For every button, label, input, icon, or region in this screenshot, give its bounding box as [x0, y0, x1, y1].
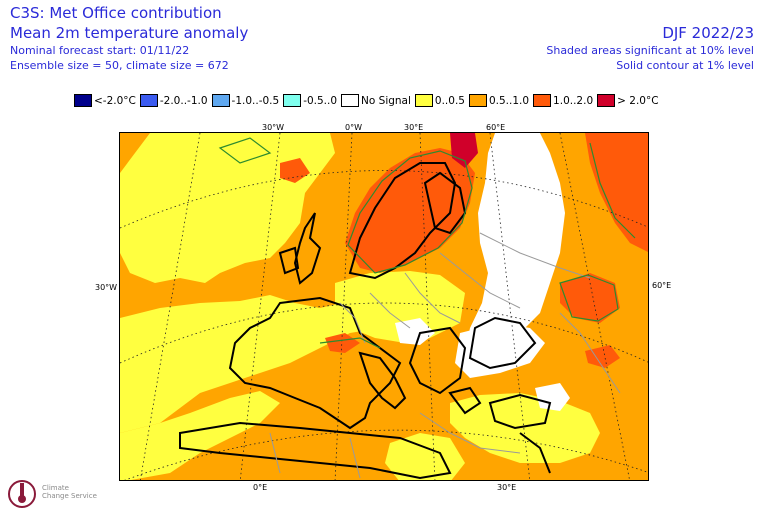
legend-label: No Signal: [361, 94, 411, 107]
legend-swatch: [211, 94, 230, 107]
no-signal-black-sea: [455, 323, 545, 378]
season-label: DJF 2022/23: [662, 24, 754, 42]
legend-item: -0.5..0: [283, 94, 337, 107]
anomaly-0-0.5-atlantic-mid: [120, 295, 420, 433]
legend-swatch: [597, 94, 616, 107]
title-line-1: C3S: Met Office contribution: [10, 4, 222, 22]
legend-swatch: [533, 94, 552, 107]
lon-label-30e-top: 30°E: [404, 123, 424, 132]
legend-label: 0..0.5: [434, 94, 465, 107]
lon-label-0w-top: 0°W: [345, 123, 362, 132]
copernicus-logo: Climate Change Service: [6, 474, 106, 516]
lon-label-30w-top: 30°W: [262, 123, 285, 132]
lon-label-60e-right: 60°E: [652, 281, 672, 290]
temperature-anomaly-map: [119, 132, 649, 481]
logo-text: Climate Change Service: [42, 484, 97, 500]
legend-label: 0.5..1.0: [488, 94, 530, 107]
thermometer-logo-icon: [8, 480, 36, 508]
lon-label-60e-top: 60°E: [486, 123, 506, 132]
legend-item: > 2.0°C: [597, 94, 659, 107]
shading-significance-note: Shaded areas significant at 10% level: [546, 44, 754, 57]
map-canvas: [120, 133, 648, 480]
legend-label: -2.0..-1.0: [159, 94, 208, 107]
legend-swatch: [283, 94, 302, 107]
ensemble-size-text: Ensemble size = 50, climate size = 672: [10, 59, 229, 72]
legend-swatch: [414, 94, 433, 107]
legend-item: -2.0..-1.0: [139, 94, 208, 107]
anomaly-0-0.5-north-africa: [385, 433, 465, 480]
anomaly-1-2-alps: [325, 333, 360, 353]
forecast-start-text: Nominal forecast start: 01/11/22: [10, 44, 190, 57]
logo-line-1: Climate: [42, 484, 69, 492]
legend-swatch: [74, 94, 92, 107]
anomaly-0-0.5-east-med: [450, 393, 600, 463]
anomaly-gt2-finland: [450, 133, 478, 168]
title-line-2: Mean 2m temperature anomaly: [10, 24, 249, 42]
anomaly-1-2-siberia: [585, 133, 648, 252]
legend-swatch: [341, 94, 360, 107]
contour-significance-note: Solid contour at 1% level: [616, 59, 754, 72]
anomaly-1-2-iceland: [280, 158, 310, 183]
legend-label: > 2.0°C: [617, 94, 659, 107]
significance-contours: [218, 137, 636, 349]
legend-item: 0..0.5: [414, 94, 465, 107]
anomaly-1-2-scandinavia: [345, 148, 475, 273]
legend-label: -1.0..-0.5: [231, 94, 280, 107]
legend-item: No Signal: [341, 94, 411, 107]
anomaly-0-0.5-southwest: [120, 391, 280, 480]
anomaly-1-2-east-patch: [585, 345, 620, 368]
legend-item: <-2.0°C: [74, 94, 136, 107]
anomaly-1-2-caspian: [560, 273, 620, 323]
lon-label-30w-left: 30°W: [95, 283, 118, 292]
legend-item: 1.0..2.0: [533, 94, 593, 107]
legend-label: 1.0..2.0: [553, 94, 594, 107]
legend-label: -0.5..0: [303, 94, 338, 107]
no-signal-turkey: [535, 383, 570, 411]
legend-item: 0.5..1.0: [468, 94, 530, 107]
legend-label: <-2.0°C: [94, 94, 136, 107]
legend-swatch: [139, 94, 158, 107]
legend-item: -1.0..-0.5: [211, 94, 280, 107]
lon-label-30e-bottom: 30°E: [497, 483, 517, 492]
legend-swatch: [468, 94, 487, 107]
anomaly-0-0.5-central-europe: [335, 271, 465, 343]
logo-line-2: Change Service: [42, 492, 97, 500]
color-legend: <-2.0°C -2.0..-1.0 -1.0..-0.5 -0.5..0 No Sig…: [74, 94, 663, 107]
country-borders: [269, 232, 621, 479]
lon-label-0e-bottom: 0°E: [253, 483, 268, 492]
